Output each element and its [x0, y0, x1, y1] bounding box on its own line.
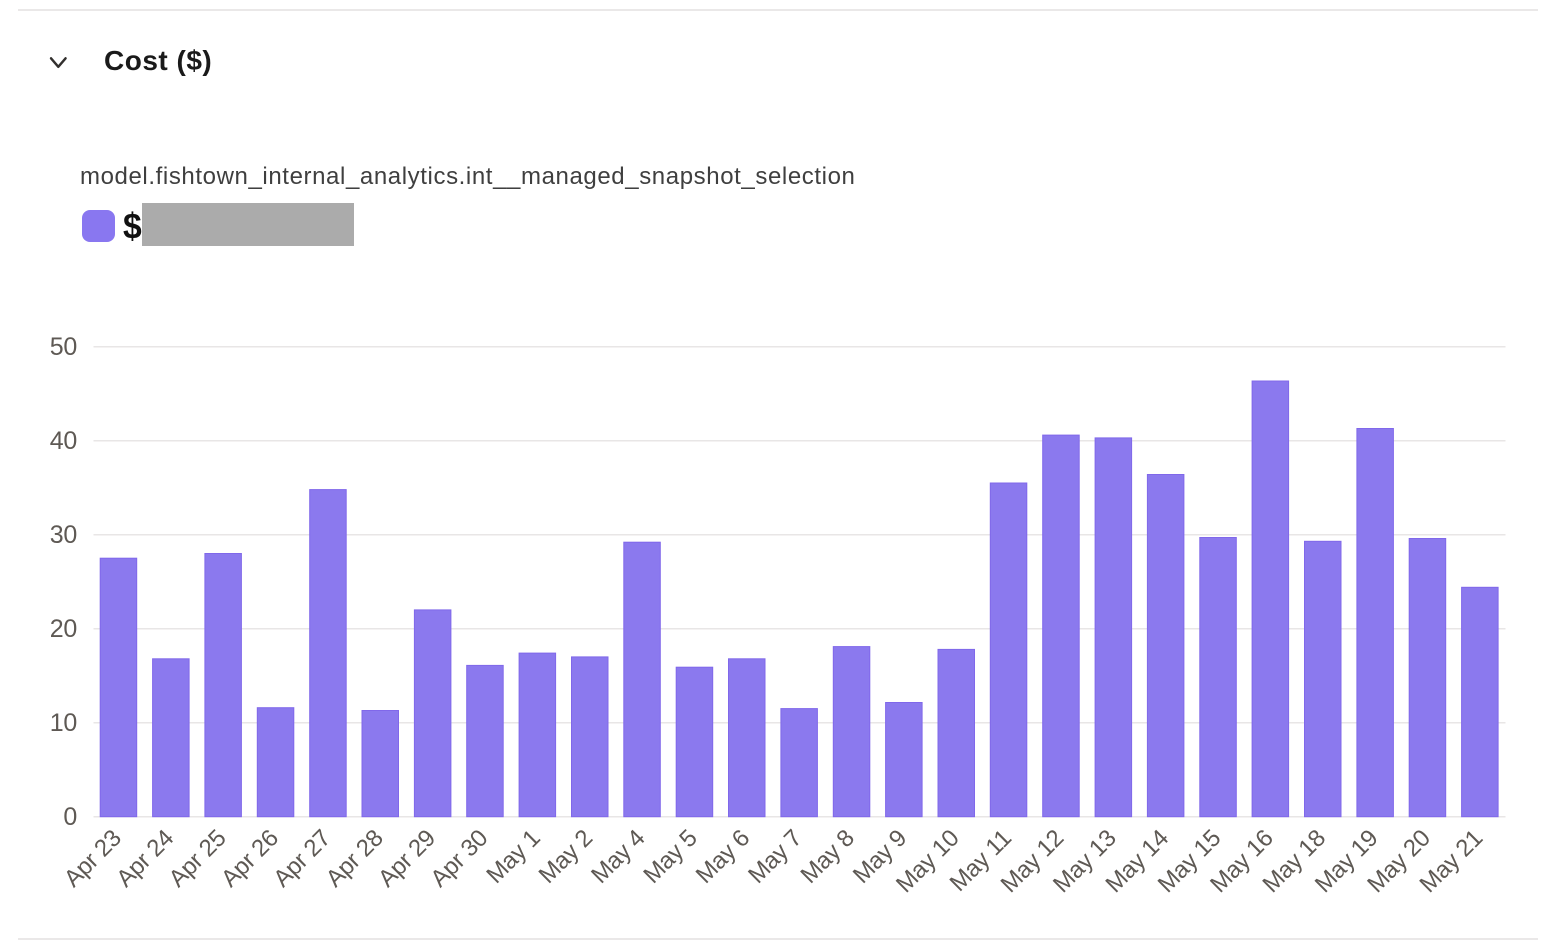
svg-text:May 7: May 7 [743, 825, 807, 889]
svg-text:May 8: May 8 [795, 825, 859, 889]
svg-text:Apr 28: Apr 28 [321, 825, 389, 893]
svg-text:May 6: May 6 [691, 825, 755, 889]
svg-text:40: 40 [50, 427, 77, 455]
svg-text:May 5: May 5 [638, 825, 702, 889]
svg-text:50: 50 [50, 333, 77, 361]
svg-text:Apr 25: Apr 25 [164, 825, 232, 893]
svg-text:10: 10 [50, 709, 77, 737]
svg-text:20: 20 [50, 615, 77, 643]
svg-text:May 2: May 2 [534, 825, 598, 889]
svg-text:May 4: May 4 [586, 825, 650, 889]
svg-text:Apr 30: Apr 30 [425, 825, 493, 893]
svg-text:30: 30 [50, 521, 77, 549]
svg-text:Apr 23: Apr 23 [59, 825, 127, 893]
svg-text:Apr 27: Apr 27 [268, 825, 336, 893]
svg-text:Apr 24: Apr 24 [111, 825, 179, 893]
svg-text:0: 0 [63, 803, 77, 831]
svg-text:Apr 26: Apr 26 [216, 825, 284, 893]
svg-text:Apr 29: Apr 29 [373, 825, 441, 893]
svg-text:May 1: May 1 [481, 825, 545, 889]
